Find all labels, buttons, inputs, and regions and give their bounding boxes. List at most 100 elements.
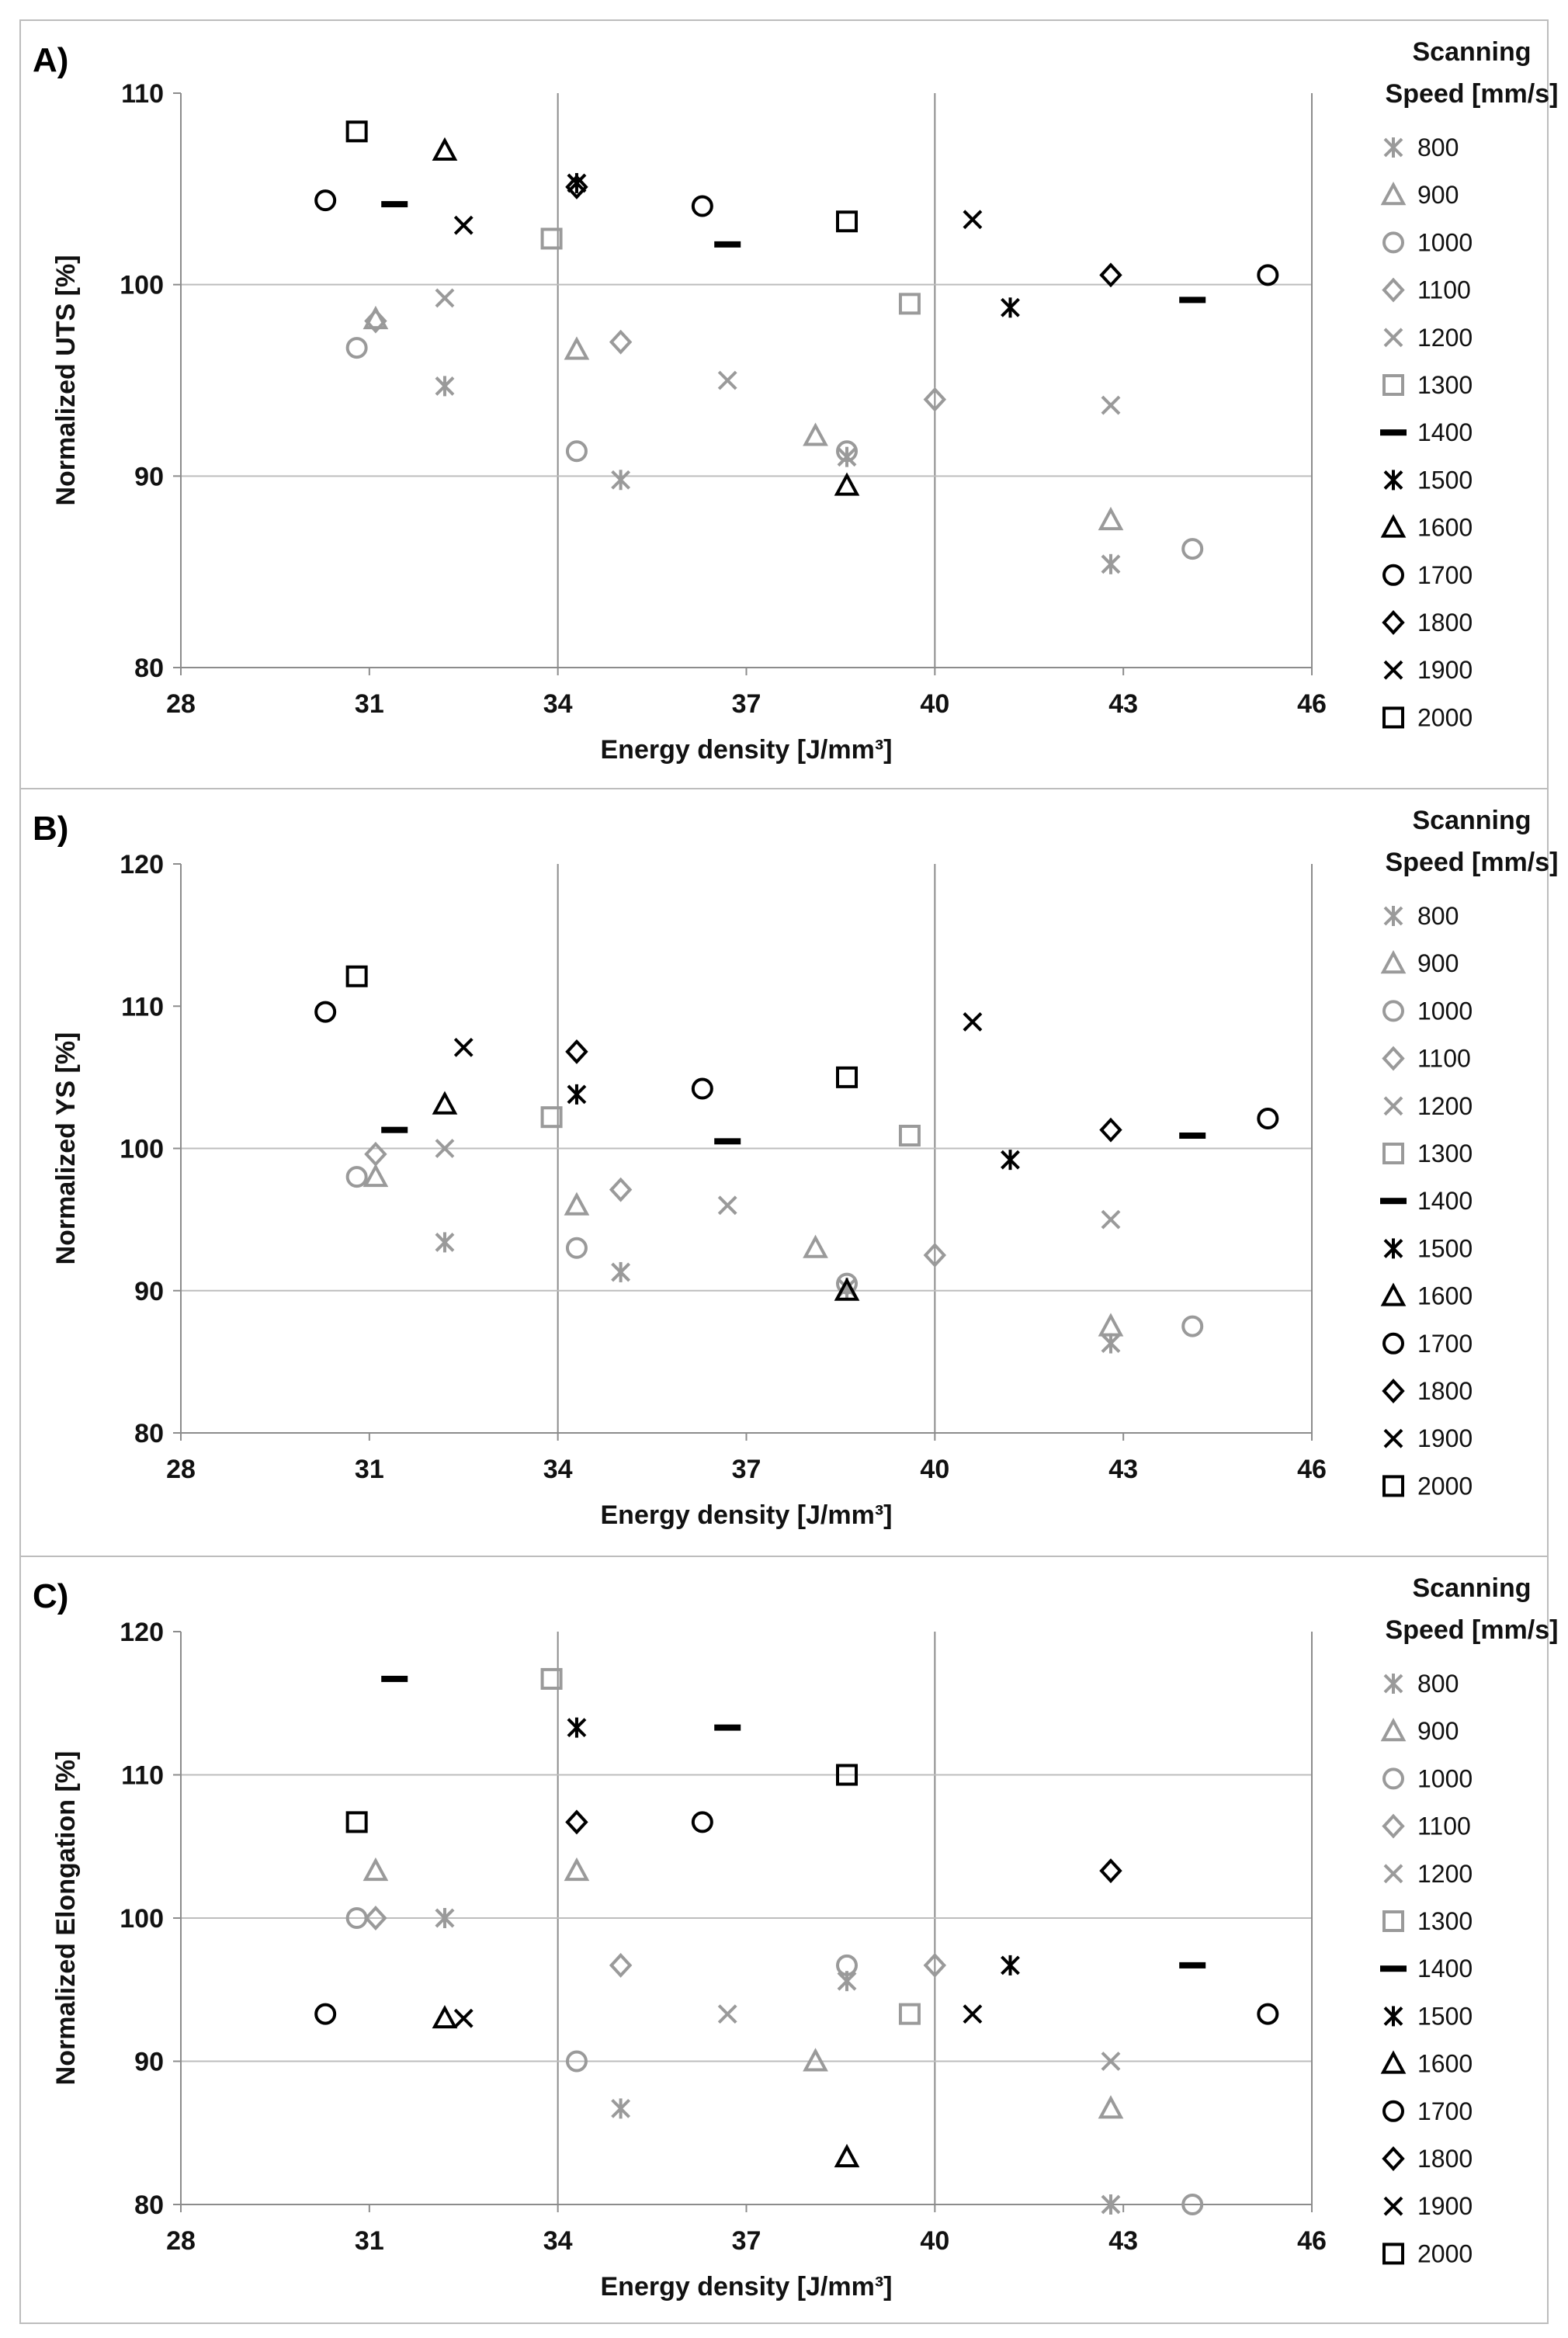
legend-label-1300: 1300 [1417, 371, 1473, 399]
legend-marker-900 [1380, 182, 1407, 206]
data-point-1400 [381, 201, 408, 208]
data-point-1100 [364, 1906, 387, 1930]
data-point-1200 [1101, 1209, 1121, 1230]
x-tick-label: 31 [355, 2226, 384, 2256]
x-tick-label: 40 [920, 1455, 949, 1484]
data-point-900 [564, 1192, 590, 1216]
legend-label-1700: 1700 [1417, 2097, 1473, 2125]
legend-marker-800 [1383, 137, 1403, 158]
data-point-1100 [364, 1141, 387, 1167]
data-point-1000 [1181, 538, 1204, 560]
panel-1: A) 80 90 100 110 28 31 34 37 40 43 46 Energy density… [33, 37, 1558, 765]
data-point-1900 [453, 2008, 474, 2028]
legend-title: Speed [mm/s] [1386, 848, 1559, 877]
legend-label-1500: 1500 [1417, 2002, 1473, 2030]
y-tick-label: 110 [121, 992, 164, 1022]
legend-label-1800: 1800 [1417, 1377, 1473, 1405]
data-point-2000 [345, 1811, 368, 1833]
legend-marker-1400 [1380, 1198, 1407, 1205]
data-point-1200 [435, 288, 455, 308]
legend-label-1700: 1700 [1417, 561, 1473, 589]
legend-marker-1100 [1382, 1046, 1405, 1071]
x-tick-label: 31 [355, 1455, 384, 1484]
data-point-1000 [836, 1954, 859, 1976]
legend-label-1100: 1100 [1417, 1045, 1471, 1073]
legend-label-1000: 1000 [1417, 228, 1473, 256]
data-point-1600 [432, 137, 458, 161]
data-point-900 [1098, 1313, 1124, 1337]
data-point-1300 [540, 227, 563, 250]
x-tick-label: 43 [1108, 689, 1138, 719]
x-tick-label: 28 [166, 689, 196, 719]
x-tick-label: 34 [543, 1455, 573, 1484]
legend-label-1200: 1200 [1417, 1860, 1473, 1888]
data-point-1100 [609, 1952, 633, 1978]
legend-label-1100: 1100 [1417, 276, 1471, 304]
x-tick-label: 40 [920, 2226, 949, 2256]
legend-marker-1000 [1382, 1000, 1404, 1022]
legend-label-1900: 1900 [1417, 2192, 1473, 2220]
data-point-1100 [923, 1242, 947, 1268]
legend-label-1800: 1800 [1417, 2145, 1473, 2173]
legend-marker-900 [1380, 950, 1407, 974]
data-point-1700 [314, 1001, 337, 1023]
data-point-1100 [609, 329, 633, 355]
panel-label: A) [33, 41, 68, 79]
x-tick-label: 46 [1297, 1455, 1327, 1484]
data-point-1200 [717, 1195, 737, 1216]
data-point-1200 [717, 370, 737, 390]
legend-label-2000: 2000 [1417, 1472, 1473, 1500]
legend-marker-1700 [1382, 1332, 1404, 1355]
data-point-900 [1098, 2095, 1124, 2119]
data-point-1600 [834, 472, 860, 496]
data-point-1400 [1179, 1962, 1206, 1969]
legend-label-1600: 1600 [1417, 514, 1473, 542]
x-tick-label: 28 [166, 1455, 196, 1484]
legend-label-800: 800 [1417, 134, 1459, 161]
panel-3: C) 80 90 100 110 120 28 31 34 37 40 43 46 Energy dens… [20, 1556, 1558, 2302]
x-axis-label: Energy density [J/mm³] [601, 735, 893, 765]
data-point-1900 [963, 1011, 983, 1032]
legend-label-800: 800 [1417, 1670, 1459, 1698]
x-tick-label: 37 [732, 2226, 761, 2256]
x-tick-label: 46 [1297, 689, 1327, 719]
legend-marker-900 [1380, 1718, 1407, 1742]
legend-title: Scanning [1412, 806, 1531, 835]
y-tick-label: 100 [120, 271, 164, 300]
legend-marker-1700 [1382, 2100, 1404, 2122]
legend-marker-800 [1383, 906, 1403, 926]
data-point-800 [837, 446, 857, 467]
data-point-1300 [898, 1125, 921, 1147]
legend-marker-1500 [1383, 1238, 1403, 1259]
legend-marker-1000 [1382, 231, 1404, 254]
legend-marker-1900 [1383, 2196, 1403, 2216]
data-point-1800 [1099, 262, 1122, 288]
data-point-1100 [923, 1952, 947, 1978]
legend-label-2000: 2000 [1417, 2239, 1473, 2267]
data-point-800 [435, 1232, 455, 1253]
data-point-900 [564, 336, 590, 360]
data-point-1500 [1001, 1955, 1020, 1976]
data-point-1000 [565, 1237, 588, 1259]
data-point-1000 [345, 1166, 368, 1188]
legend-marker-1500 [1383, 2006, 1403, 2027]
data-point-1200 [435, 1139, 455, 1158]
legend-label-1000: 1000 [1417, 997, 1473, 1025]
y-tick-label: 80 [134, 2191, 164, 2220]
data-point-1600 [834, 2143, 860, 2168]
legend-marker-1800 [1382, 2146, 1405, 2171]
data-point-800 [1101, 1333, 1121, 1354]
y-tick-label: 120 [120, 1618, 164, 1647]
y-tick-label: 80 [134, 1419, 164, 1448]
panel-label: C) [33, 1577, 68, 1615]
x-tick-label: 34 [543, 2226, 573, 2256]
data-point-1600 [432, 1091, 458, 1115]
data-point-1300 [540, 1106, 563, 1129]
legend-title: Speed [mm/s] [1386, 79, 1559, 109]
legend-marker-1800 [1382, 610, 1405, 635]
data-point-1000 [1181, 1315, 1204, 1337]
data-point-1700 [691, 1077, 713, 1100]
data-point-800 [435, 376, 455, 397]
data-point-1700 [314, 189, 337, 212]
